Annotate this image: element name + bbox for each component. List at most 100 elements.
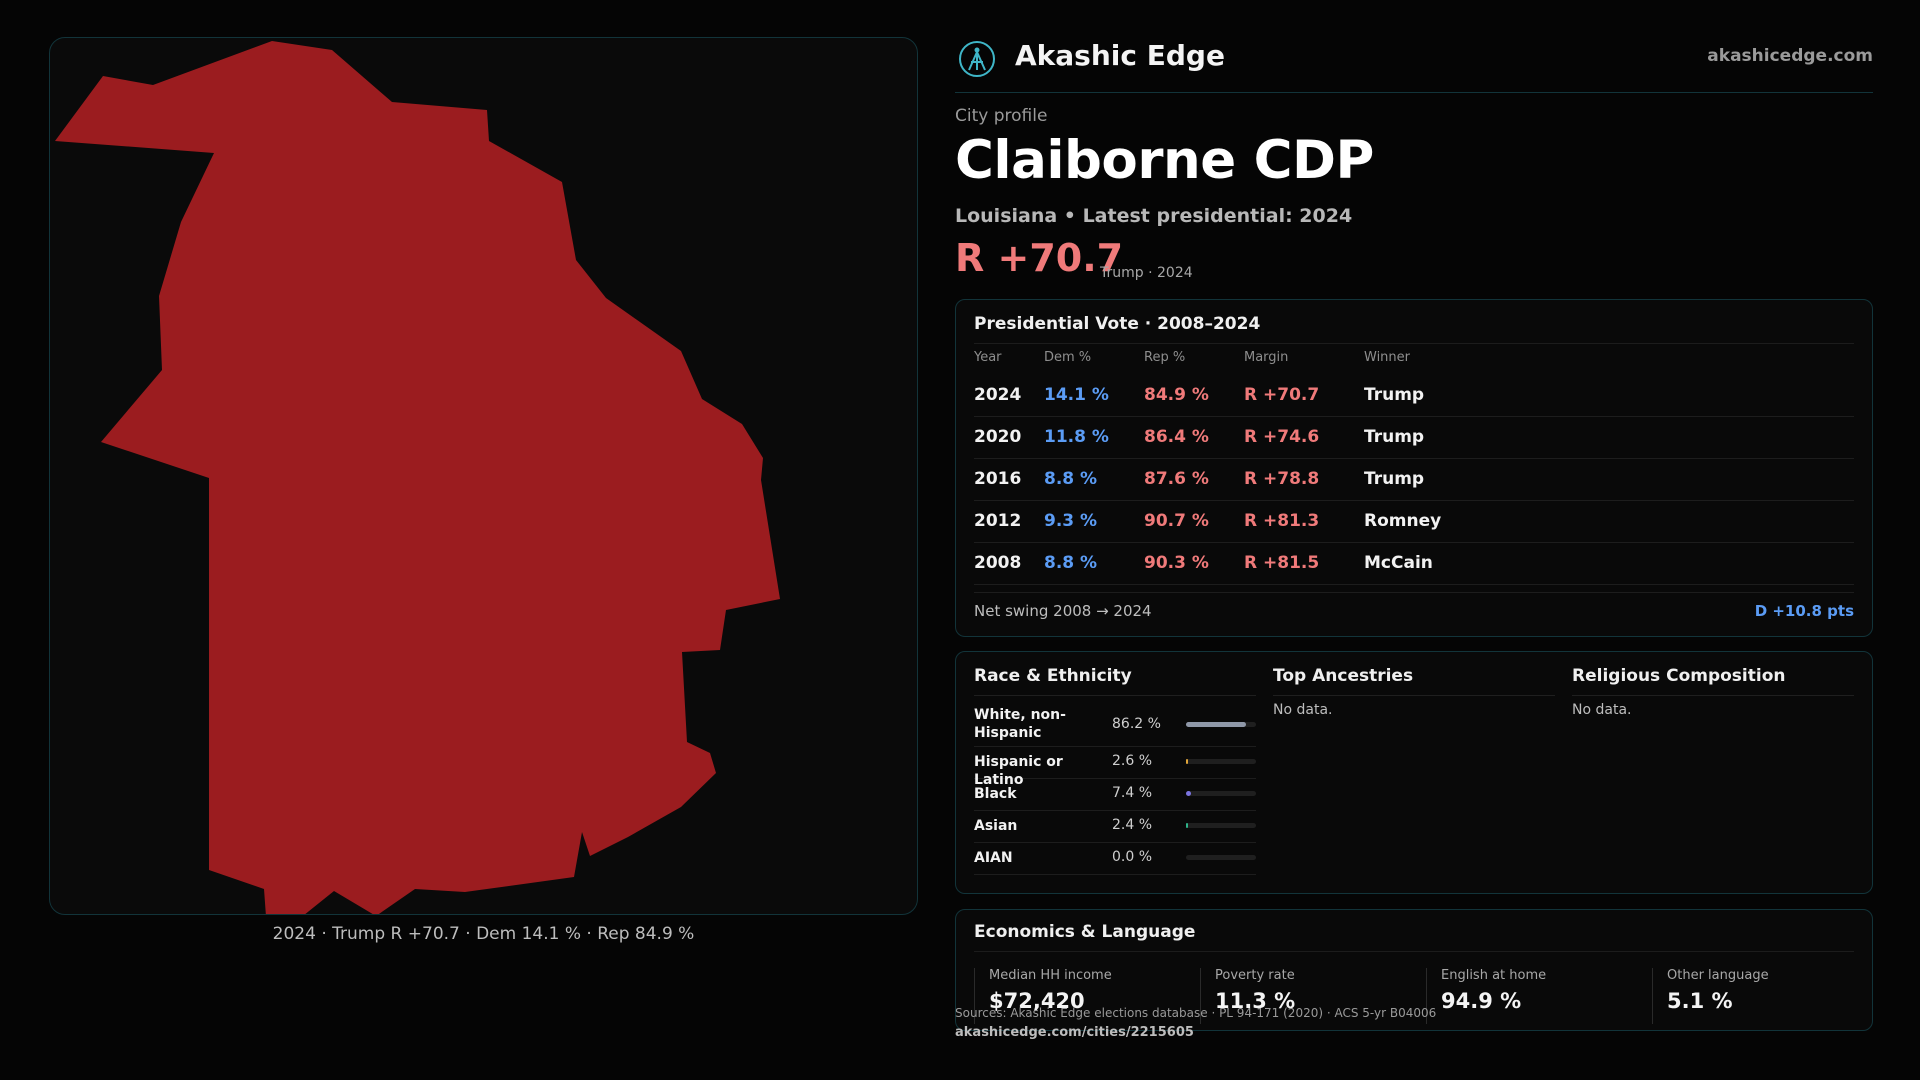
stat-poverty-rate: Poverty rate 11.3 % — [1200, 968, 1410, 1024]
top-ancestries-title: Top Ancestries — [1273, 666, 1414, 686]
net-swing-label: Net swing 2008 → 2024 — [974, 602, 1152, 620]
column-header-year: Year — [974, 350, 1002, 365]
brand-url-link[interactable]: akashicedge.com — [1707, 46, 1873, 66]
stat-label: Other language — [1667, 968, 1769, 983]
stat-median-income: Median HH income $72,420 — [974, 968, 1184, 1024]
religious-composition-title: Religious Composition — [1572, 666, 1786, 686]
race-percent: 7.4 % — [1112, 785, 1153, 801]
race-row: Asian 2.4 % — [974, 810, 1256, 843]
race-row: White, non-Hispanic 86.2 % — [974, 704, 1256, 747]
race-bar-fill — [1186, 759, 1188, 764]
stat-value: $72,420 — [989, 989, 1085, 1013]
race-bar-fill — [1186, 722, 1246, 727]
divider — [974, 592, 1854, 593]
race-bar-fill — [1186, 791, 1191, 796]
vote-cell-dem: 9.3 % — [1044, 511, 1098, 531]
top-ancestries-empty: No data. — [1273, 702, 1333, 718]
race-label: Asian — [974, 818, 1018, 834]
vote-cell-margin: R +74.6 — [1244, 427, 1320, 447]
vote-cell-rep: 90.3 % — [1144, 553, 1209, 573]
vote-cell-dem: 8.8 % — [1044, 469, 1098, 489]
vote-cell-winner: Trump — [1364, 469, 1425, 489]
map-panel — [49, 37, 918, 915]
race-row: AIAN 0.0 % — [974, 842, 1256, 875]
vote-cell-rep: 87.6 % — [1144, 469, 1209, 489]
vote-cell-winner: McCain — [1364, 553, 1433, 573]
stat-label: English at home — [1441, 968, 1547, 983]
net-swing-value: D +10.8 pts — [1754, 602, 1854, 620]
race-percent: 2.6 % — [1112, 753, 1153, 769]
stat-label: Median HH income — [989, 968, 1112, 983]
divider — [974, 951, 1854, 952]
column-header-margin: Margin — [1244, 350, 1289, 365]
race-bar-track — [1186, 823, 1256, 828]
vote-table-row: 2016 8.8 % 87.6 % R +78.8 Trump — [974, 459, 1854, 501]
vote-cell-year: 2008 — [974, 553, 1022, 573]
vote-cell-rep: 86.4 % — [1144, 427, 1209, 447]
race-bar-track — [1186, 759, 1256, 764]
race-row: Hispanic or Latino 2.6 % — [974, 746, 1256, 788]
economics-language-title: Economics & Language — [974, 922, 1196, 942]
column-header-rep: Rep % — [1144, 350, 1186, 365]
stat-english-at-home: English at home 94.9 % — [1426, 968, 1636, 1024]
vote-cell-winner: Trump — [1364, 427, 1425, 447]
race-bar-fill — [1186, 823, 1188, 828]
column-header-winner: Winner — [1364, 350, 1411, 365]
latest-margin-note: Trump · 2024 — [1100, 265, 1193, 281]
stat-other-language: Other language 5.1 % — [1652, 968, 1862, 1024]
vote-cell-margin: R +81.3 — [1244, 511, 1320, 531]
race-percent: 0.0 % — [1112, 849, 1153, 865]
vote-cell-year: 2012 — [974, 511, 1022, 531]
presidential-vote-title: Presidential Vote · 2008–2024 — [974, 314, 1261, 334]
brand-name: Akashic Edge — [1015, 39, 1225, 72]
vote-cell-dem: 14.1 % — [1044, 385, 1109, 405]
map-caption: 2024 · Trump R +70.7 · Dem 14.1 % · Rep … — [272, 924, 695, 944]
race-percent: 2.4 % — [1112, 817, 1153, 833]
vote-cell-rep: 84.9 % — [1144, 385, 1209, 405]
city-boundary-map — [55, 41, 780, 914]
page-subtitle: Louisiana • Latest presidential: 2024 — [955, 205, 1353, 227]
race-percent: 86.2 % — [1112, 716, 1161, 732]
page-title: Claiborne CDP — [955, 130, 1374, 191]
race-label: White, non-Hispanic — [974, 707, 1066, 741]
divider — [1572, 695, 1854, 696]
vote-cell-margin: R +81.5 — [1244, 553, 1320, 573]
vote-cell-dem: 8.8 % — [1044, 553, 1098, 573]
race-label: Hispanic or Latino — [974, 754, 1063, 788]
akashic-edge-logo-icon — [959, 41, 995, 77]
vote-cell-margin: R +78.8 — [1244, 469, 1320, 489]
vote-table-row: 2012 9.3 % 90.7 % R +81.3 Romney — [974, 501, 1854, 543]
stat-value: 5.1 % — [1667, 989, 1733, 1013]
race-bar-track — [1186, 722, 1256, 727]
divider — [974, 695, 1256, 696]
race-bar-track — [1186, 855, 1256, 860]
race-ethnicity-title: Race & Ethnicity — [974, 666, 1132, 686]
vote-cell-winner: Romney — [1364, 511, 1442, 531]
canonical-url-link[interactable]: akashicedge.com/cities/2215605 — [955, 1025, 1194, 1040]
vote-cell-margin: R +70.7 — [1244, 385, 1320, 405]
vote-cell-year: 2020 — [974, 427, 1022, 447]
vote-cell-rep: 90.7 % — [1144, 511, 1209, 531]
race-row: Black 7.4 % — [974, 778, 1256, 811]
divider — [1273, 695, 1555, 696]
city-boundary-shape — [55, 41, 780, 914]
sources-note: Sources: Akashic Edge elections database… — [955, 1006, 1437, 1020]
demographics-card: Race & Ethnicity White, non-Hispanic 86.2… — [955, 651, 1873, 894]
vote-table-row: 2024 14.1 % 84.9 % R +70.7 Trump — [974, 375, 1854, 417]
latest-margin: R +70.7 — [955, 236, 1124, 280]
column-header-dem: Dem % — [1044, 350, 1092, 365]
vote-cell-year: 2016 — [974, 469, 1022, 489]
vote-cell-year: 2024 — [974, 385, 1022, 405]
vote-cell-winner: Trump — [1364, 385, 1425, 405]
vote-table-row: 2008 8.8 % 90.3 % R +81.5 McCain — [974, 543, 1854, 585]
race-label: AIAN — [974, 850, 1013, 866]
economics-language-card: Economics & Language Median HH income $7… — [955, 909, 1873, 1031]
vote-cell-dem: 11.8 % — [1044, 427, 1109, 447]
divider — [974, 343, 1854, 344]
race-label: Black — [974, 786, 1017, 802]
stat-value: 94.9 % — [1441, 989, 1522, 1013]
vote-table-row: 2020 11.8 % 86.4 % R +74.6 Trump — [974, 417, 1854, 459]
race-bar-track — [1186, 791, 1256, 796]
brand-header: Akashic Edge akashicedge.com — [955, 36, 1873, 93]
page-kicker: City profile — [955, 106, 1048, 126]
